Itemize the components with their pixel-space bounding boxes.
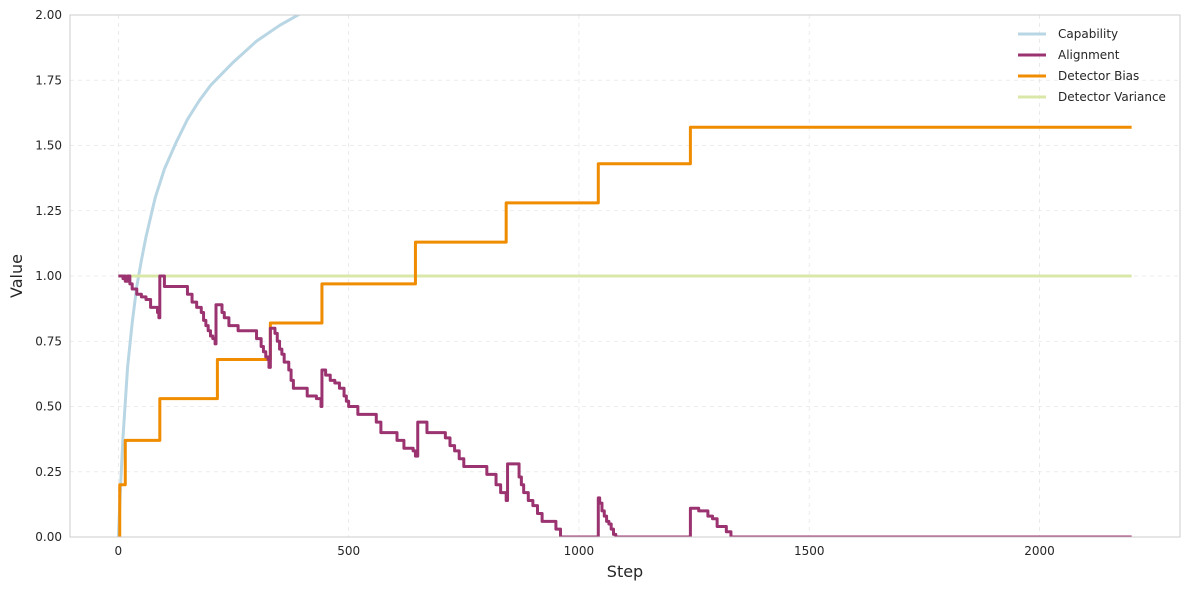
y-tick-label: 1.50 [35, 139, 62, 153]
x-axis-label: Step [607, 562, 643, 581]
y-tick-label: 1.25 [35, 204, 62, 218]
y-tick-label: 0.75 [35, 334, 62, 348]
x-tick-label: 1000 [564, 544, 595, 558]
y-tick-label: 1.00 [35, 269, 62, 283]
series-layer [116, 15, 1132, 537]
y-tick-label: 0.50 [35, 400, 62, 414]
legend-label-alignment: Alignment [1058, 48, 1120, 62]
legend-label-capability: Capability [1058, 27, 1118, 41]
series-line-alignment [118, 274, 1132, 537]
x-tick-label: 2000 [1024, 544, 1055, 558]
plot-frame [69, 14, 1181, 538]
y-tick-labels: 0.00 0.25 0.50 0.75 1.00 1.25 1.50 1.75 2.00 [35, 8, 62, 544]
y-tick-label: 0.25 [35, 465, 62, 479]
y-tick-label: 1.75 [35, 73, 62, 87]
series-line-detector-bias [118, 125, 1132, 537]
y-tick-label: 0.00 [35, 530, 62, 544]
legend-label-detector-bias: Detector Bias [1058, 69, 1139, 83]
x-tick-labels: 0 500 1000 1500 2000 [115, 544, 1055, 558]
legend-label-detector-variance: Detector Variance [1058, 90, 1166, 104]
x-tick-label: 1500 [794, 544, 825, 558]
y-tick-label: 2.00 [35, 8, 62, 22]
y-axis-label: Value [7, 254, 26, 298]
x-tick-label: 500 [337, 544, 360, 558]
legend: Capability Alignment Detector Bias Detector… [1018, 27, 1166, 104]
series-line-capability [116, 15, 302, 537]
x-tick-label: 0 [115, 544, 123, 558]
